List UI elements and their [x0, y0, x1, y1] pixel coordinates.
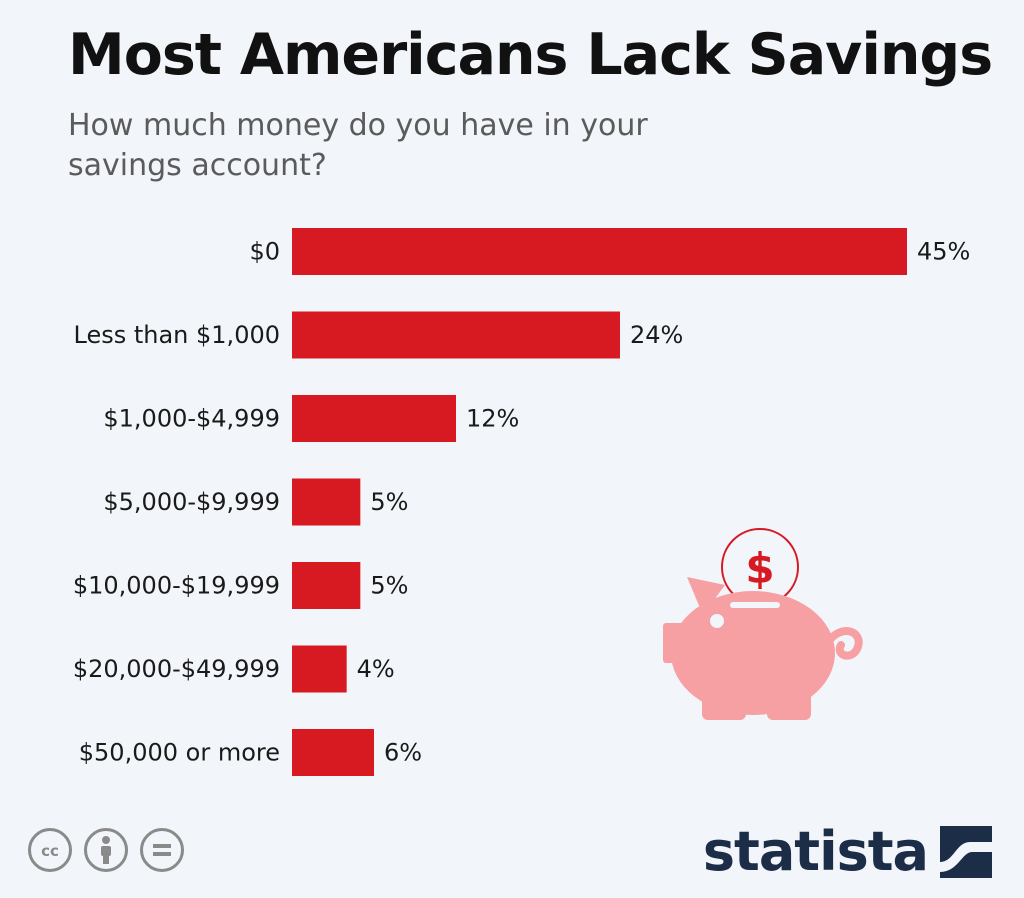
- value-label: 45%: [917, 238, 970, 266]
- chart-subtitle: How much money do you have in your savin…: [68, 108, 648, 183]
- bar-chart: $0 45% Less than $1,000 24% $1,000-$4,999 12%…: [73, 228, 970, 776]
- no-derivatives-icon[interactable]: [140, 828, 184, 872]
- category-label: $20,000-$49,999: [73, 655, 280, 683]
- value-label: 4%: [357, 655, 395, 683]
- bar: [292, 228, 907, 275]
- value-label: 5%: [370, 572, 408, 600]
- category-label: $0: [249, 238, 280, 266]
- piggy-bank-icon: $: [663, 528, 863, 720]
- svg-text:$: $: [745, 544, 774, 593]
- chart-title: Most Americans Lack Savings: [68, 22, 993, 88]
- cc-icon[interactable]: cc: [28, 828, 72, 872]
- value-label: 24%: [630, 321, 683, 349]
- category-label: Less than $1,000: [74, 321, 281, 349]
- license-icons: cc: [28, 828, 184, 872]
- svg-text:cc: cc: [41, 842, 59, 860]
- category-label: $5,000-$9,999: [103, 488, 280, 516]
- category-label: $50,000 or more: [79, 739, 280, 767]
- category-label: $10,000-$19,999: [73, 572, 280, 600]
- bar: [292, 562, 361, 609]
- bar: [292, 645, 347, 693]
- value-label: 5%: [370, 488, 408, 516]
- value-label: 6%: [384, 739, 422, 767]
- bar: [292, 395, 456, 442]
- dollar-coin-icon: $: [721, 528, 799, 606]
- brand-name: statista: [702, 820, 929, 883]
- bar: [292, 311, 620, 359]
- bar: [292, 478, 361, 526]
- bar: [292, 729, 374, 776]
- attribution-icon[interactable]: [84, 828, 128, 872]
- category-label: $1,000-$4,999: [103, 405, 280, 433]
- statista-brand[interactable]: statista: [703, 820, 992, 883]
- value-label: 12%: [466, 405, 519, 433]
- statista-logo-icon: [940, 825, 992, 878]
